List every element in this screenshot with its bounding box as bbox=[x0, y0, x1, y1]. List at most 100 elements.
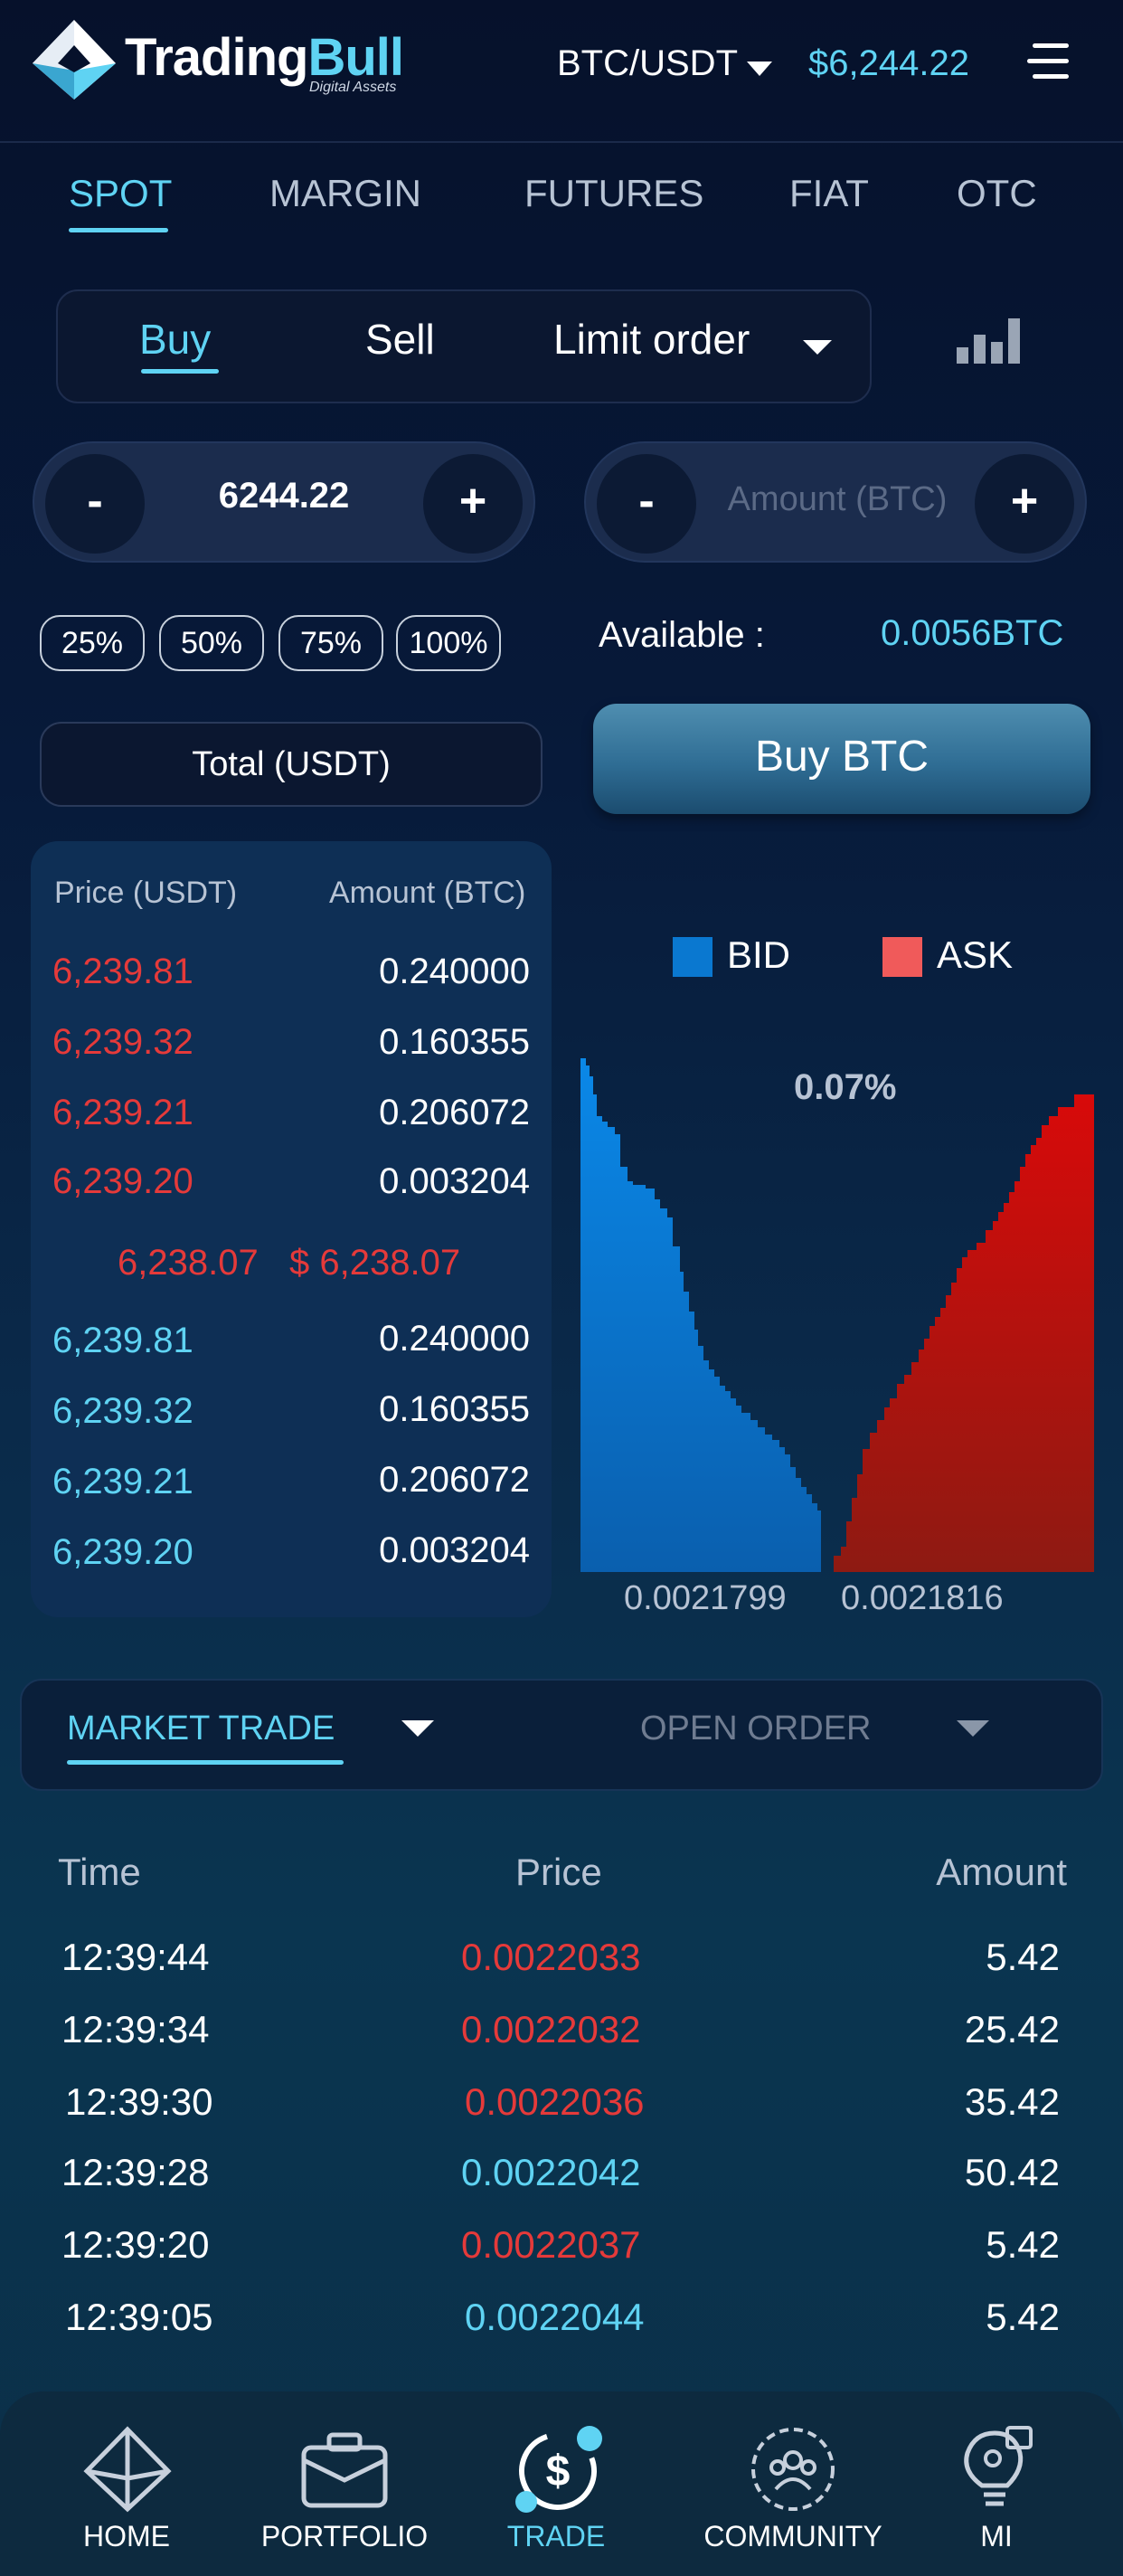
percent-chip-75[interactable]: 75% bbox=[278, 615, 383, 671]
hamburger-menu-icon[interactable] bbox=[1027, 43, 1069, 80]
nav-home-label[interactable]: HOME bbox=[83, 2520, 170, 2552]
app-header: TradingBull Digital Assets BTC/USDT $6,2… bbox=[0, 0, 1123, 143]
amount-input[interactable] bbox=[703, 472, 971, 526]
order-type-bar bbox=[56, 289, 872, 403]
ask-legend-label: ASK bbox=[937, 933, 1014, 976]
trade-price: 0.0022036 bbox=[465, 2080, 645, 2123]
mid-market-usd: $ 6,238.07 bbox=[289, 1243, 461, 1283]
tab-open-order[interactable]: OPEN ORDER bbox=[640, 1709, 872, 1747]
ask-price[interactable]: 6,239.32 bbox=[52, 1022, 193, 1062]
bid-price[interactable]: 6,239.20 bbox=[52, 1532, 193, 1572]
chevron-down-icon[interactable] bbox=[803, 340, 832, 355]
trade-amount: 25.42 bbox=[964, 2008, 1060, 2050]
total-field[interactable]: Total (USDT) bbox=[40, 722, 543, 807]
percent-chip-100[interactable]: 100% bbox=[396, 615, 501, 671]
order-book-price-header: Price (USDT) bbox=[54, 876, 238, 910]
nav-portfolio-label[interactable]: PORTFOLIO bbox=[260, 2520, 429, 2552]
bid-amount: 0.003204 bbox=[379, 1530, 530, 1570]
ask-price[interactable]: 6,239.81 bbox=[52, 952, 193, 991]
price-column-header: Price bbox=[515, 1851, 602, 1893]
community-icon[interactable] bbox=[743, 2424, 843, 2514]
buy-tab[interactable]: Buy bbox=[139, 316, 212, 363]
ask-price[interactable]: 6,239.20 bbox=[52, 1161, 193, 1201]
amount-increment-button[interactable]: + bbox=[975, 454, 1074, 554]
tab-otc[interactable]: OTC bbox=[957, 172, 1037, 214]
trade-price: 0.0022037 bbox=[461, 2223, 641, 2266]
amount-stepper: - + bbox=[584, 441, 1087, 563]
tab-spot[interactable]: SPOT bbox=[69, 172, 173, 214]
chevron-down-icon[interactable] bbox=[747, 62, 772, 76]
trade-time: 12:39:20 bbox=[61, 2223, 210, 2266]
trade-time: 12:39:30 bbox=[65, 2080, 213, 2123]
tab-margin[interactable]: MARGIN bbox=[269, 172, 421, 214]
price-increment-button[interactable]: + bbox=[423, 454, 523, 554]
chevron-down-icon[interactable] bbox=[957, 1720, 989, 1737]
ask-price-label: 0.0021816 bbox=[841, 1579, 1004, 1617]
bar-chart-icon[interactable] bbox=[957, 317, 1022, 364]
home-icon[interactable] bbox=[78, 2424, 177, 2514]
depth-chart[interactable] bbox=[579, 1058, 1094, 1574]
brand-tagline: Digital Assets bbox=[309, 80, 397, 95]
trade-price: 0.0022033 bbox=[461, 1936, 641, 1978]
dollar-exchange-icon[interactable]: $ bbox=[508, 2424, 608, 2514]
price-value[interactable]: 6244.22 bbox=[218, 476, 350, 516]
lightbulb-gear-icon[interactable] bbox=[948, 2424, 1047, 2514]
available-value: 0.0056BTC bbox=[881, 613, 1064, 653]
tab-futures[interactable]: FUTURES bbox=[524, 172, 704, 214]
trade-time: 12:39:05 bbox=[65, 2296, 213, 2338]
bid-price[interactable]: 6,239.21 bbox=[52, 1462, 193, 1501]
trade-amount: 5.42 bbox=[986, 2223, 1060, 2266]
nav-mi-label[interactable]: MI bbox=[980, 2520, 1013, 2552]
tab-active-indicator bbox=[69, 228, 168, 232]
chevron-down-icon[interactable] bbox=[401, 1720, 434, 1737]
trade-price: 0.0022032 bbox=[461, 2008, 641, 2050]
ask-amount: 0.003204 bbox=[379, 1161, 530, 1201]
percent-chip-25[interactable]: 25% bbox=[40, 615, 145, 671]
brand-name-part2: Bull bbox=[307, 28, 404, 87]
buy-btc-button[interactable]: Buy BTC bbox=[593, 704, 1090, 814]
trade-tabs-bar bbox=[20, 1679, 1103, 1791]
bid-amount: 0.240000 bbox=[379, 1319, 530, 1359]
tab-market-trade[interactable]: MARKET TRADE bbox=[67, 1709, 335, 1747]
bid-depth-area bbox=[580, 1058, 821, 1572]
sell-tab[interactable]: Sell bbox=[365, 316, 435, 363]
trade-amount: 50.42 bbox=[964, 2151, 1060, 2193]
time-column-header: Time bbox=[58, 1851, 141, 1893]
tradingbull-logo-icon[interactable] bbox=[31, 18, 118, 101]
amount-column-header: Amount bbox=[936, 1851, 1067, 1893]
trade-time: 12:39:44 bbox=[61, 1936, 210, 1978]
mid-market-price: 6,238.07 bbox=[118, 1243, 259, 1283]
nav-community-label[interactable]: COMMUNITY bbox=[703, 2520, 882, 2552]
ask-legend-swatch bbox=[882, 937, 922, 977]
order-type-dropdown[interactable]: Limit order bbox=[553, 316, 750, 363]
bid-price[interactable]: 6,239.32 bbox=[52, 1391, 193, 1431]
trade-amount: 5.42 bbox=[986, 2296, 1060, 2338]
percent-chip-50[interactable]: 50% bbox=[159, 615, 264, 671]
pair-selector[interactable]: BTC/USDT bbox=[557, 43, 738, 83]
price-stepper: - 6244.22 + bbox=[33, 441, 535, 563]
bid-price-label: 0.0021799 bbox=[624, 1579, 787, 1617]
amount-decrement-button[interactable]: - bbox=[597, 454, 696, 554]
trade-amount: 35.42 bbox=[964, 2080, 1060, 2123]
tab-fiat[interactable]: FIAT bbox=[789, 172, 869, 214]
trade-amount: 5.42 bbox=[986, 1936, 1060, 1978]
briefcase-icon[interactable] bbox=[295, 2424, 394, 2514]
order-book bbox=[31, 841, 552, 1617]
bid-price[interactable]: 6,239.81 bbox=[52, 1321, 193, 1360]
trade-time: 12:39:28 bbox=[61, 2151, 210, 2193]
trade-price: 0.0022042 bbox=[461, 2151, 641, 2193]
ask-depth-area bbox=[834, 1094, 1094, 1572]
nav-trade-label[interactable]: TRADE bbox=[506, 2520, 606, 2552]
bid-legend-label: BID bbox=[727, 933, 791, 976]
trade-price: 0.0022044 bbox=[465, 2296, 645, 2338]
bottom-navigation bbox=[0, 2391, 1123, 2576]
ask-amount: 0.240000 bbox=[379, 952, 530, 991]
price-decrement-button[interactable]: - bbox=[45, 454, 145, 554]
ask-amount: 0.160355 bbox=[379, 1022, 530, 1062]
current-price: $6,244.22 bbox=[808, 43, 969, 83]
ask-price[interactable]: 6,239.21 bbox=[52, 1093, 193, 1132]
order-book-amount-header: Amount (BTC) bbox=[329, 876, 526, 910]
svg-text:$: $ bbox=[546, 2448, 571, 2496]
bid-amount: 0.206072 bbox=[379, 1460, 530, 1500]
spread-percent: 0.07% bbox=[794, 1067, 897, 1107]
